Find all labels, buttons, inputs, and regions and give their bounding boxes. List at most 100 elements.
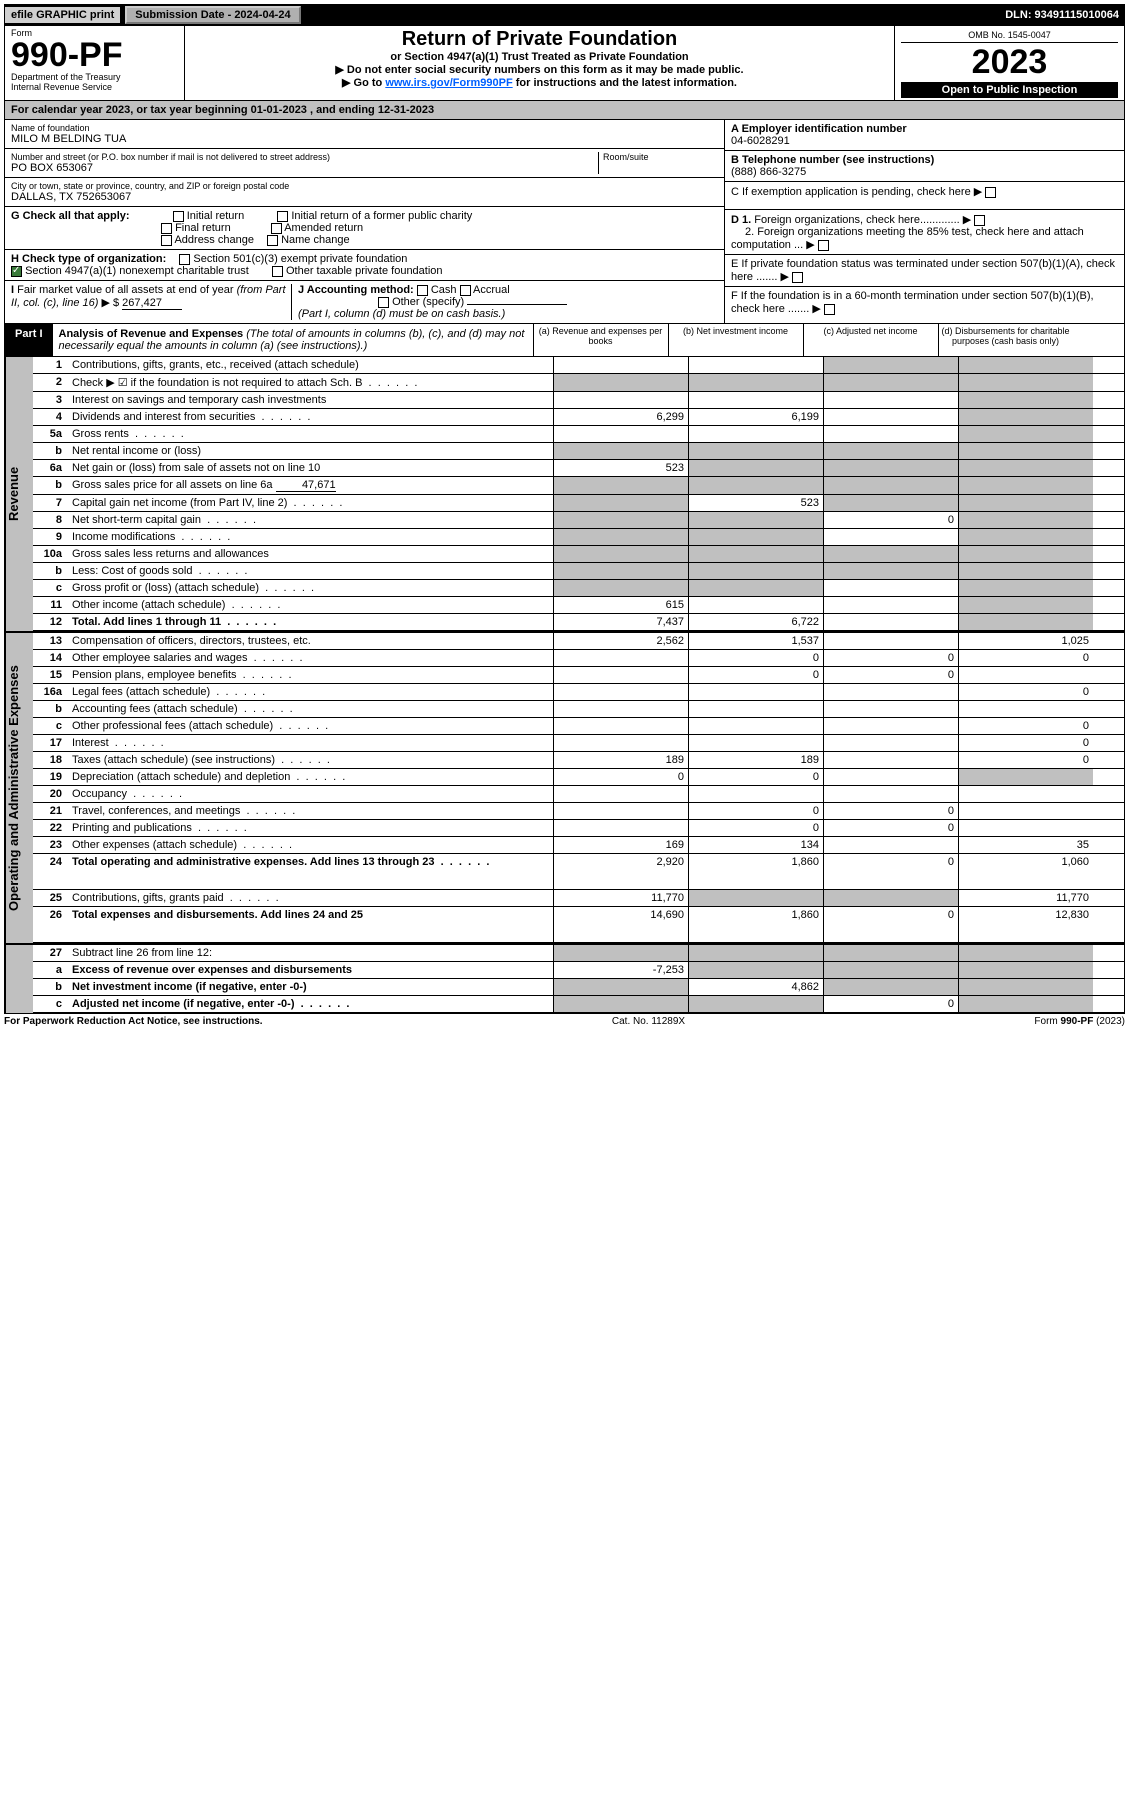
line-number: 16a <box>33 684 68 700</box>
g-opt-4: Amended return <box>284 222 363 234</box>
addr-change-cb[interactable] <box>161 235 172 246</box>
table-row: a Excess of revenue over expenses and di… <box>33 962 1124 979</box>
line-number: 7 <box>33 495 68 511</box>
line-number: 12 <box>33 614 68 630</box>
line-number: 15 <box>33 667 68 683</box>
amount-cell <box>553 650 688 666</box>
amount-cell: 134 <box>688 837 823 853</box>
amount-cell <box>553 667 688 683</box>
table-row: 20 Occupancy . . . . . . <box>33 786 1124 803</box>
amount-cell <box>823 945 958 961</box>
line-desc: Other professional fees (attach schedule… <box>68 718 553 734</box>
amount-cell <box>553 426 688 442</box>
line-desc: Contributions, gifts, grants paid . . . … <box>68 890 553 906</box>
calendar-year-row: For calendar year 2023, or tax year begi… <box>4 101 1125 120</box>
amount-cell <box>553 996 688 1012</box>
line-number: 9 <box>33 529 68 545</box>
name-label: Name of foundation <box>11 123 718 133</box>
table-row: 3 Interest on savings and temporary cash… <box>33 392 1124 409</box>
h2-text: Section 4947(a)(1) nonexempt charitable … <box>25 265 249 277</box>
amount-cell <box>688 426 823 442</box>
line-desc: Taxes (attach schedule) (see instruction… <box>68 752 553 768</box>
cal-start: 01-01-2023 <box>251 104 307 116</box>
line-number: b <box>33 563 68 579</box>
amount-cell <box>958 945 1093 961</box>
line-number: 5a <box>33 426 68 442</box>
amount-cell: 523 <box>553 460 688 476</box>
amount-cell <box>823 701 958 717</box>
amount-cell: 6,199 <box>688 409 823 425</box>
amount-cell: 1,860 <box>688 854 823 889</box>
e-cb[interactable] <box>792 272 803 283</box>
amount-cell <box>823 392 958 408</box>
amount-cell <box>823 614 958 630</box>
amount-cell: -7,253 <box>553 962 688 978</box>
amount-cell <box>958 392 1093 408</box>
tax-year: 2023 <box>901 43 1118 82</box>
amount-cell <box>823 837 958 853</box>
amount-cell: 4,862 <box>688 979 823 995</box>
amount-cell <box>553 563 688 579</box>
name-change-cb[interactable] <box>267 235 278 246</box>
initial-return-cb[interactable] <box>173 211 184 222</box>
line-number: 22 <box>33 820 68 836</box>
line-desc: Travel, conferences, and meetings . . . … <box>68 803 553 819</box>
cash-cb[interactable] <box>417 285 428 296</box>
amount-cell <box>553 820 688 836</box>
amount-cell <box>688 597 823 613</box>
line-desc: Adjusted net income (if negative, enter … <box>68 996 553 1012</box>
amount-cell: 0 <box>823 996 958 1012</box>
amount-cell: 1,060 <box>958 854 1093 889</box>
amount-cell <box>688 563 823 579</box>
note2-post: for instructions and the latest informat… <box>513 77 737 89</box>
irs-link[interactable]: www.irs.gov/Form990PF <box>385 77 512 89</box>
h3-text: Other taxable private foundation <box>286 265 443 277</box>
line-number: 24 <box>33 854 68 889</box>
amount-cell <box>823 495 958 511</box>
j-label: J Accounting method: <box>298 284 414 296</box>
final-return-cb[interactable] <box>161 223 172 234</box>
amount-cell: 0 <box>823 803 958 819</box>
c-cb[interactable] <box>985 187 996 198</box>
table-row: c Gross profit or (loss) (attach schedul… <box>33 580 1124 597</box>
amended-cb[interactable] <box>271 223 282 234</box>
amount-cell <box>823 477 958 494</box>
h2-cb[interactable] <box>11 266 22 277</box>
f-cb[interactable] <box>824 304 835 315</box>
j-other: Other (specify) <box>392 296 464 308</box>
amount-cell: 11,770 <box>958 890 1093 906</box>
amount-cell <box>688 392 823 408</box>
amount-cell <box>553 357 688 373</box>
amount-cell: 14,690 <box>553 907 688 942</box>
line-desc: Income modifications . . . . . . <box>68 529 553 545</box>
other-cb[interactable] <box>378 297 389 308</box>
amount-cell <box>688 786 823 802</box>
form-subtitle: or Section 4947(a)(1) Trust Treated as P… <box>191 51 888 63</box>
table-row: 9 Income modifications . . . . . . <box>33 529 1124 546</box>
footer-mid: Cat. No. 11289X <box>612 1016 685 1027</box>
d1-text: Foreign organizations, check here.......… <box>754 214 959 226</box>
amount-cell <box>823 786 958 802</box>
amount-cell <box>688 529 823 545</box>
cal-pre: For calendar year 2023, or tax year begi… <box>11 104 251 116</box>
h3-cb[interactable] <box>272 266 283 277</box>
accrual-cb[interactable] <box>460 285 471 296</box>
line-desc: Interest . . . . . . <box>68 735 553 751</box>
g-opt-3: Initial return of a former public charit… <box>291 210 472 222</box>
amount-cell <box>823 374 958 391</box>
amount-cell <box>958 563 1093 579</box>
amount-cell: 0 <box>823 820 958 836</box>
room-label: Room/suite <box>603 152 718 162</box>
d2-cb[interactable] <box>818 240 829 251</box>
h1-cb[interactable] <box>179 254 190 265</box>
efile-label: efile GRAPHIC print <box>4 6 121 24</box>
amount-cell: 0 <box>823 667 958 683</box>
amount-cell <box>553 786 688 802</box>
line-desc: Dividends and interest from securities .… <box>68 409 553 425</box>
amount-cell: 0 <box>823 512 958 528</box>
initial-former-cb[interactable] <box>277 211 288 222</box>
line-desc: Gross sales price for all assets on line… <box>68 477 553 494</box>
amount-cell: 11,770 <box>553 890 688 906</box>
d1-cb[interactable] <box>974 215 985 226</box>
g-opt-0: Initial return <box>187 210 244 222</box>
